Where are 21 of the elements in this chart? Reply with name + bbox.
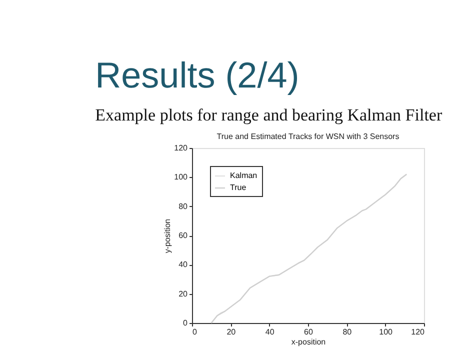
y-tick-label: 80 bbox=[178, 202, 188, 211]
chart-title: True and Estimated Tracks for WSN with 3 Sensors bbox=[216, 132, 400, 141]
x-tick-label: 60 bbox=[304, 328, 314, 336]
x-tick-label: 40 bbox=[265, 328, 275, 336]
x-tick-label: 0 bbox=[192, 328, 198, 336]
y-tick-label: 40 bbox=[178, 260, 188, 270]
x-tick-label: 100 bbox=[379, 328, 394, 336]
y-tick-label: 100 bbox=[174, 172, 188, 182]
text: Example plots for range and bearing Kalman Filter bbox=[95, 106, 442, 124]
y-tick-label: 120 bbox=[174, 144, 188, 152]
x-axis-title: x-position bbox=[291, 338, 326, 346]
y-axis-title: y-position bbox=[163, 218, 172, 254]
y-tick-label: 60 bbox=[178, 231, 188, 240]
x-tick-label: 80 bbox=[342, 328, 352, 336]
legend-label: True bbox=[230, 183, 247, 192]
text: Results (2/4) bbox=[95, 54, 300, 96]
legend-label: Kalman bbox=[230, 171, 258, 180]
y-tick-label: 0 bbox=[183, 318, 188, 328]
y-tick-label: 20 bbox=[178, 289, 188, 298]
x-tick-label: 20 bbox=[226, 328, 236, 336]
x-tick-label: 120 bbox=[411, 328, 426, 336]
